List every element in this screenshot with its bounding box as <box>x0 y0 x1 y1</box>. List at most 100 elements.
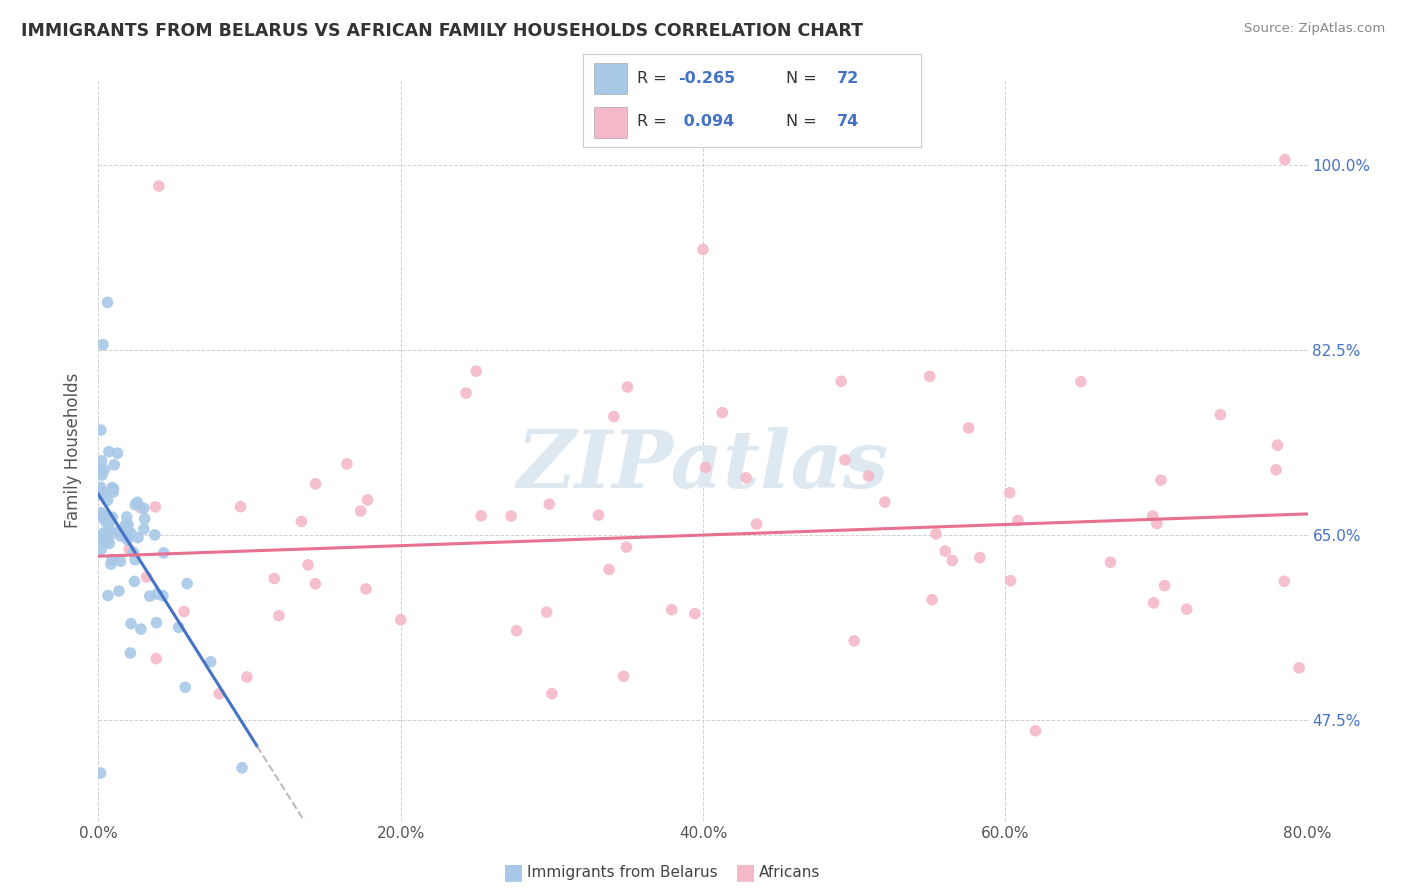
Point <box>89 530 111 544</box>
Point <box>97 444 120 458</box>
Point <box>957 421 980 435</box>
Point <box>229 500 252 514</box>
FancyBboxPatch shape <box>593 107 627 138</box>
Point <box>735 471 758 485</box>
Point <box>290 515 312 529</box>
Point <box>145 651 167 665</box>
Point <box>745 517 768 532</box>
Point <box>132 501 155 516</box>
Point <box>1288 661 1310 675</box>
Point <box>129 622 152 636</box>
Point <box>603 409 626 424</box>
Point <box>336 457 359 471</box>
Point <box>1024 723 1046 738</box>
Point <box>454 386 477 401</box>
Point <box>110 554 132 568</box>
Point <box>122 545 145 559</box>
Text: N =: N = <box>786 114 823 129</box>
Point <box>90 542 112 557</box>
Point <box>616 380 638 394</box>
Point <box>236 670 259 684</box>
Text: 72: 72 <box>837 71 859 87</box>
Point <box>1146 516 1168 531</box>
Text: ■: ■ <box>735 863 755 882</box>
Point <box>1007 513 1029 527</box>
Point <box>108 524 131 539</box>
Point <box>1153 579 1175 593</box>
Point <box>120 646 142 660</box>
Point <box>1142 596 1164 610</box>
Point <box>176 576 198 591</box>
Point <box>304 476 326 491</box>
Point <box>873 495 896 509</box>
Point <box>356 493 378 508</box>
Point <box>918 369 941 384</box>
Point <box>138 589 160 603</box>
Point <box>1142 509 1164 524</box>
Point <box>1175 602 1198 616</box>
Point <box>152 546 174 560</box>
Point <box>1281 840 1303 855</box>
Point <box>1236 830 1258 844</box>
Point <box>129 500 152 515</box>
Point <box>103 482 125 496</box>
Point <box>103 485 125 500</box>
Point <box>934 544 956 558</box>
Point <box>101 510 124 524</box>
Point <box>1209 408 1232 422</box>
Point <box>505 624 527 638</box>
Point <box>101 552 124 566</box>
Point <box>208 687 231 701</box>
Point <box>167 620 190 634</box>
Point <box>100 557 122 571</box>
Point <box>117 533 139 547</box>
Point <box>96 493 118 508</box>
Point <box>1265 463 1288 477</box>
Point <box>101 481 124 495</box>
Text: R =: R = <box>637 71 672 87</box>
Point <box>1070 375 1092 389</box>
Point <box>103 458 125 472</box>
Point <box>389 613 412 627</box>
Point <box>124 552 146 566</box>
Point <box>146 587 169 601</box>
Y-axis label: Family Households: Family Households <box>65 373 83 528</box>
Point <box>91 533 114 547</box>
Text: 0.094: 0.094 <box>678 114 734 129</box>
Point <box>114 517 136 532</box>
Text: Immigrants from Belarus: Immigrants from Belarus <box>527 865 718 880</box>
Point <box>588 508 610 522</box>
Point <box>616 540 638 554</box>
Point <box>91 485 114 500</box>
Point <box>1000 574 1022 588</box>
Point <box>297 558 319 572</box>
Point <box>304 576 326 591</box>
Point <box>134 512 156 526</box>
Point <box>90 454 112 468</box>
Point <box>267 608 290 623</box>
Point <box>89 486 111 500</box>
Point <box>110 529 132 543</box>
Point <box>118 541 141 556</box>
Point <box>115 530 138 544</box>
Point <box>90 423 112 437</box>
Text: Africans: Africans <box>759 865 821 880</box>
Point <box>90 766 112 780</box>
Point <box>98 536 121 550</box>
Point <box>107 446 129 460</box>
Point <box>1274 153 1296 167</box>
Text: R =: R = <box>637 114 672 129</box>
Text: N =: N = <box>786 71 823 87</box>
Point <box>834 453 856 467</box>
Text: ■: ■ <box>503 863 523 882</box>
Point <box>91 508 114 523</box>
Point <box>695 460 717 475</box>
Point <box>1267 438 1289 452</box>
Point <box>117 525 139 540</box>
Point <box>683 607 706 621</box>
Text: -0.265: -0.265 <box>678 71 735 87</box>
Point <box>1272 574 1295 589</box>
Point <box>124 498 146 512</box>
Point <box>613 669 636 683</box>
Point <box>96 295 118 310</box>
